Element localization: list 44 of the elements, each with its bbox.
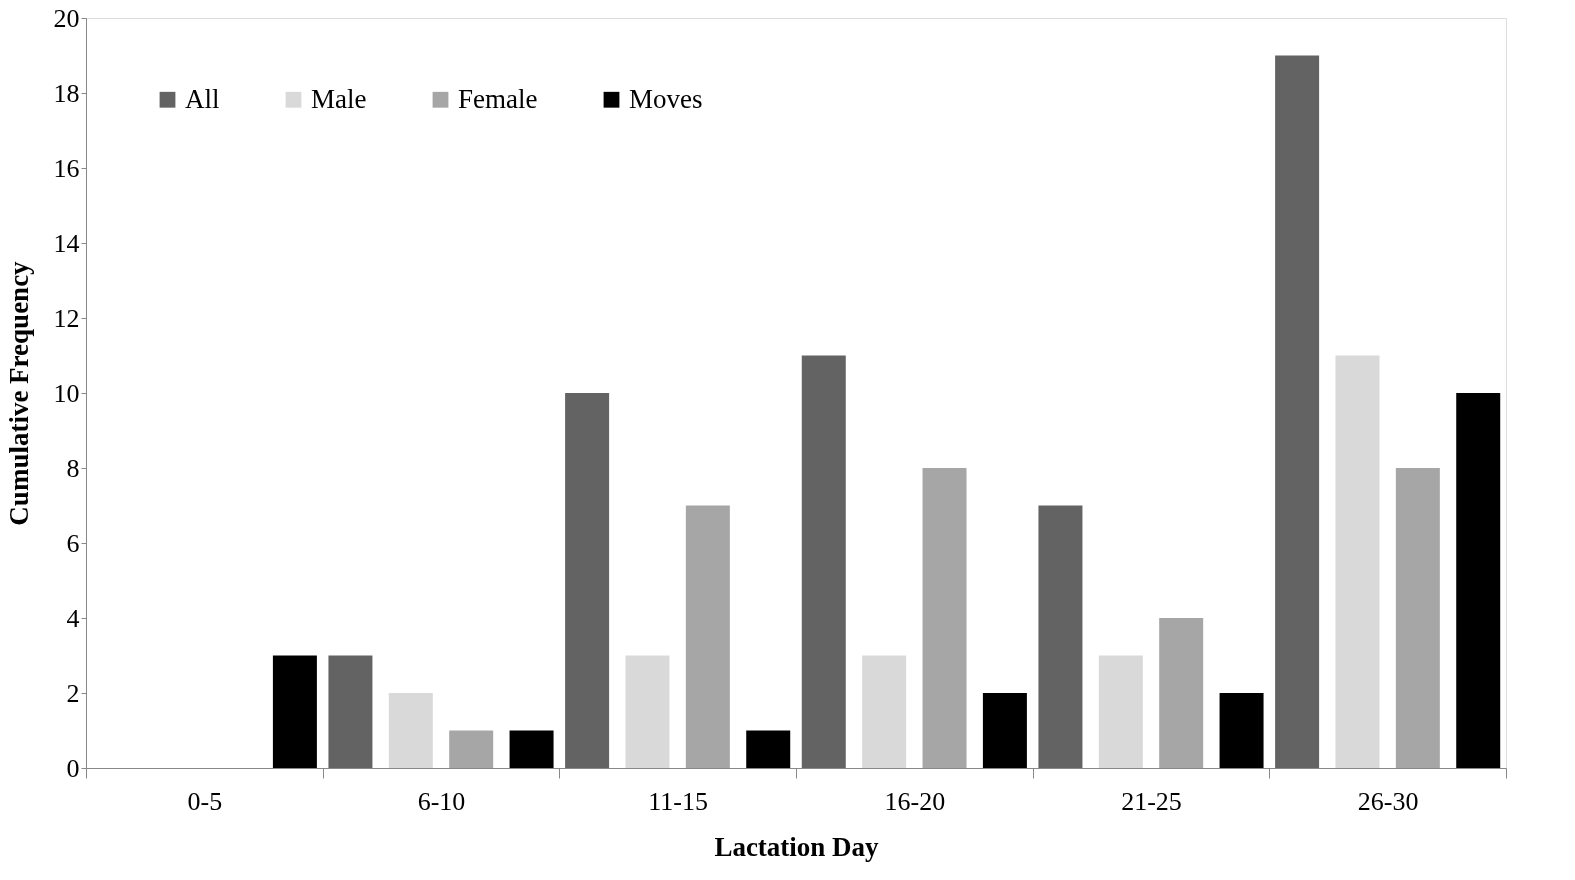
y-tick-label: 8 bbox=[66, 453, 80, 483]
bar bbox=[449, 730, 494, 768]
bar bbox=[509, 730, 554, 768]
bar bbox=[801, 355, 846, 768]
bar bbox=[922, 468, 967, 768]
y-tick-label: 12 bbox=[53, 303, 80, 333]
x-tick-label: 0-5 bbox=[187, 786, 223, 816]
x-tick-label: 21-25 bbox=[1121, 786, 1182, 816]
x-tick-label: 6-10 bbox=[417, 786, 466, 816]
bar bbox=[1038, 505, 1083, 768]
legend-label: Female bbox=[458, 83, 538, 114]
bar bbox=[1395, 468, 1440, 768]
y-tick-label: 2 bbox=[66, 678, 80, 708]
y-tick-label: 16 bbox=[53, 153, 80, 183]
bar bbox=[1335, 355, 1380, 768]
y-tick-label: 14 bbox=[53, 228, 80, 258]
bar bbox=[1456, 393, 1501, 768]
bar bbox=[625, 655, 670, 768]
bar bbox=[1098, 655, 1143, 768]
bar bbox=[746, 730, 791, 768]
y-tick-label: 6 bbox=[66, 528, 80, 558]
y-tick-label: 10 bbox=[53, 378, 80, 408]
bar bbox=[685, 505, 730, 768]
y-axis-title: Cumulative Frequency bbox=[3, 260, 34, 526]
bar bbox=[1159, 618, 1204, 768]
y-tick-label: 20 bbox=[53, 3, 80, 33]
bar bbox=[272, 655, 317, 768]
x-tick-label: 11-15 bbox=[648, 786, 709, 816]
bar bbox=[1275, 55, 1320, 768]
legend-label: Moves bbox=[629, 83, 703, 114]
legend-label: Male bbox=[311, 83, 367, 114]
y-tick-label: 4 bbox=[66, 603, 80, 633]
bar bbox=[982, 693, 1027, 768]
bar bbox=[328, 655, 373, 768]
x-tick-label: 16-20 bbox=[884, 786, 946, 816]
bar bbox=[565, 393, 610, 768]
bar bbox=[1219, 693, 1264, 768]
bar bbox=[862, 655, 907, 768]
y-tick-label: 18 bbox=[53, 78, 80, 108]
legend-label: All bbox=[185, 83, 220, 114]
y-tick-label: 0 bbox=[66, 753, 80, 783]
x-tick-label: 26-30 bbox=[1357, 786, 1419, 816]
x-axis-title: Lactation Day bbox=[714, 831, 880, 862]
bar bbox=[388, 693, 433, 768]
